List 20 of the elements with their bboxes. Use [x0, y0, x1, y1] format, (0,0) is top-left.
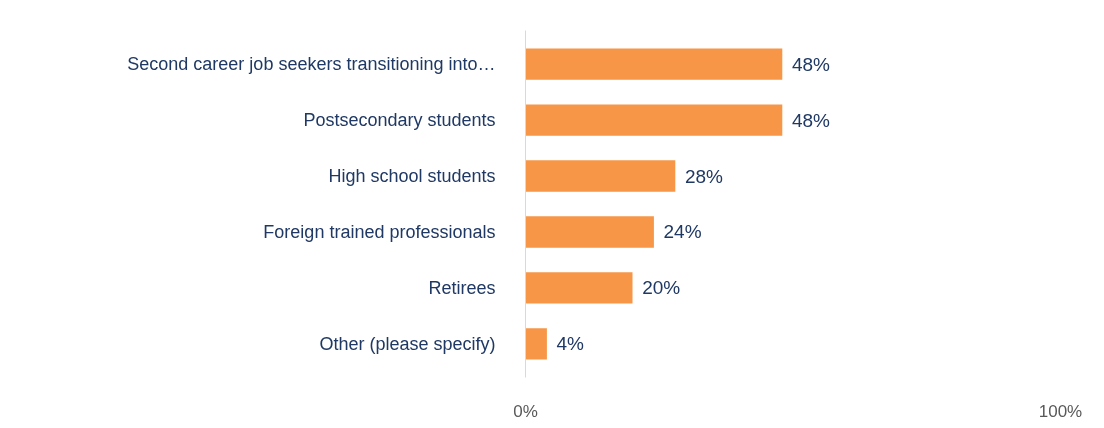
- data-label: 48%: [791, 109, 831, 131]
- bar: [525, 48, 783, 80]
- bar: [525, 160, 676, 192]
- x-tick-label: 100%: [1038, 401, 1083, 421]
- y-tick-label: Other (please specify): [319, 333, 496, 354]
- bar: [525, 104, 783, 136]
- x-tick-label: 0%: [513, 401, 538, 421]
- data-label: 4%: [556, 333, 585, 355]
- bar: [525, 216, 654, 248]
- bar: [525, 328, 547, 360]
- y-tick-label: High school students: [328, 166, 496, 187]
- data-label: 20%: [642, 277, 681, 299]
- y-tick-label: Second career job seekers transitioning into…: [127, 54, 496, 75]
- y-tick-label: Foreign trained professionals: [263, 221, 496, 242]
- y-tick-label: Postsecondary students: [303, 110, 496, 131]
- bar: [525, 272, 633, 304]
- data-label: 48%: [791, 53, 831, 75]
- y-tick-label: Retirees: [428, 277, 496, 298]
- data-label: 24%: [663, 221, 702, 243]
- data-label: 28%: [684, 165, 724, 187]
